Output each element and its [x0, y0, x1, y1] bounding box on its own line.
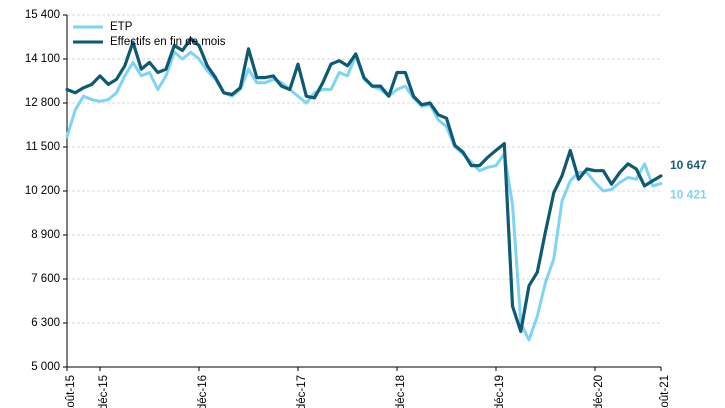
y-tick-label: 11 500 [26, 141, 60, 153]
gridlines [67, 14, 661, 324]
y-axis-ticks: 5 000 6 300 7 600 8 900 10 200 11 500 12 800 14… [25, 9, 67, 373]
y-tick-label: 15 400 [25, 9, 60, 21]
y-tick-label: 10 200 [25, 185, 60, 197]
y-tick-label: 6 300 [31, 317, 60, 329]
x-tick-label: déc-20 [593, 375, 605, 408]
series-line-etp [65, 50, 663, 342]
y-tick-label: 12 800 [25, 97, 60, 109]
end-labels: 10 647 10 421 [670, 158, 707, 202]
x-tick-label: déc-18 [395, 375, 407, 408]
end-value-label: 10 421 [670, 188, 707, 202]
x-tick-label: déc-17 [296, 375, 308, 408]
y-tick-label: 7 600 [31, 273, 60, 285]
y-tick-label: 14 100 [25, 53, 60, 65]
x-tick-label: août-21 [659, 375, 671, 408]
end-value-label: 10 647 [670, 158, 707, 172]
series-lines [65, 37, 663, 342]
legend: ETP Effectifs en fin de mois [73, 21, 226, 48]
x-tick-label: déc-19 [494, 375, 506, 408]
series-line-effectifs [65, 37, 663, 334]
legend-label: Effectifs en fin de mois [110, 36, 226, 48]
x-tick-label: déc-16 [197, 375, 209, 408]
legend-label: ETP [110, 21, 133, 33]
y-tick-label: 5 000 [31, 361, 60, 373]
x-axis-ticks: août-15 déc-15 déc-16 déc-17 déc-18 déc-19 déc… [65, 367, 671, 408]
x-tick-label: août-15 [65, 375, 77, 408]
y-tick-label: 8 900 [31, 229, 60, 241]
x-tick-label: déc-15 [98, 375, 110, 408]
